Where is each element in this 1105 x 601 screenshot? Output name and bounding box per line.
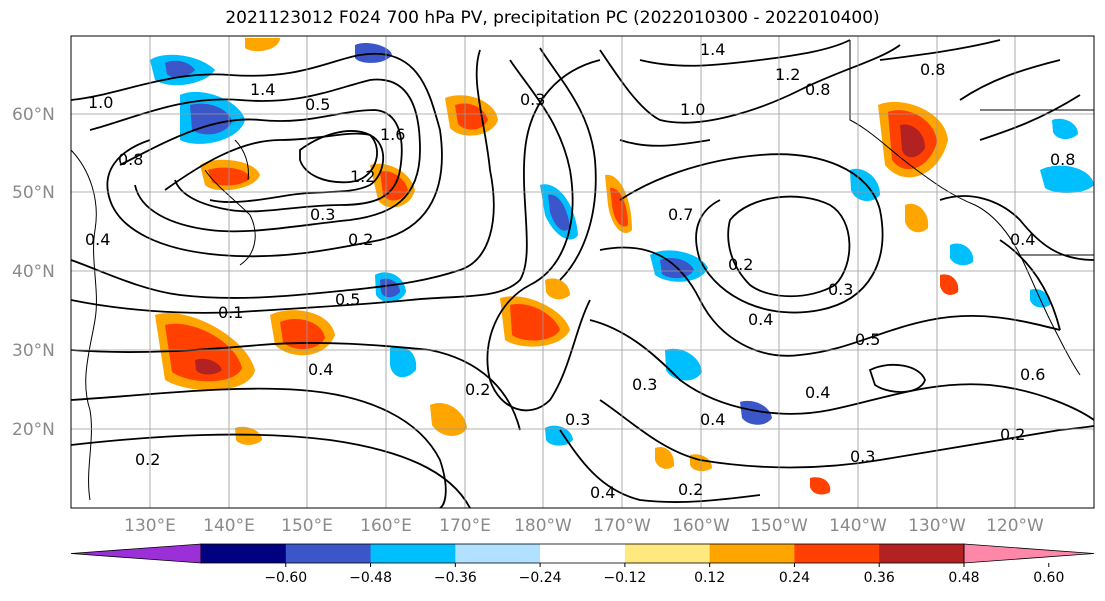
contour-label: 0.8 xyxy=(1050,150,1075,169)
colorbar-tick-label: −0.24 xyxy=(519,570,562,586)
colorbar-tick-label: −0.60 xyxy=(264,570,307,586)
colorbar-segment xyxy=(540,544,626,563)
colorbar-tick-label: 0.24 xyxy=(779,570,810,586)
lon-label: 170°W xyxy=(593,516,651,536)
map-title: 2021123012 F024 700 hPa PV, precipitatio… xyxy=(225,8,880,28)
colorbar-tick-label: −0.36 xyxy=(434,570,477,586)
contour-label: 0.3 xyxy=(632,375,657,394)
contour-label: 0.4 xyxy=(1010,230,1035,249)
contour-label: 0.2 xyxy=(135,450,160,469)
latitude-labels: 60°N 50°N 40°N 30°N 20°N xyxy=(12,105,55,440)
contour-label: 0.5 xyxy=(855,330,880,349)
contour-label: 0.5 xyxy=(305,95,330,114)
contour-label: 0.2 xyxy=(678,480,703,499)
lon-label: 130°E xyxy=(124,516,176,536)
gridlines xyxy=(71,36,1094,508)
contour-label: 1.0 xyxy=(680,100,705,119)
contour-label: 1.4 xyxy=(250,80,275,99)
lon-label: 140°E xyxy=(203,516,255,536)
contour-labels: 1.0 1.4 0.5 0.8 1.2 1.6 0.3 0.2 0.4 0.3 … xyxy=(85,40,1075,502)
contour-label: 1.2 xyxy=(350,167,375,186)
lat-label: 40°N xyxy=(12,262,55,282)
contour-label: 0.4 xyxy=(308,360,333,379)
precipitation-shading xyxy=(150,38,1094,495)
contour-label: 0.4 xyxy=(748,310,773,329)
lat-label: 60°N xyxy=(12,105,55,125)
lon-label: 170°E xyxy=(439,516,491,536)
contour-label: 0.7 xyxy=(668,205,693,224)
lat-label: 20°N xyxy=(12,420,55,440)
contour-label: 0.8 xyxy=(805,80,830,99)
contour-label: 0.2 xyxy=(728,255,753,274)
contour-label: 0.4 xyxy=(805,383,830,402)
contour-label: 0.8 xyxy=(118,150,143,169)
contour-label: 0.4 xyxy=(590,483,615,502)
lon-label: 160°E xyxy=(360,516,412,536)
colorbar-tick-label: 0.12 xyxy=(694,570,725,586)
contour-label: 1.2 xyxy=(775,65,800,84)
pv-contours xyxy=(71,39,1094,508)
colorbar-segment xyxy=(709,544,795,563)
colorbar-tick-label: 0.60 xyxy=(1033,570,1064,586)
colorbar-tick-label: −0.48 xyxy=(349,570,392,586)
contour-label: 0.4 xyxy=(85,230,110,249)
contour-label: 0.3 xyxy=(565,410,590,429)
colorbar-segment xyxy=(285,544,372,563)
colorbar-segment xyxy=(624,544,711,563)
contour-label: 0.1 xyxy=(218,303,243,322)
contour-label: 0.3 xyxy=(520,90,545,109)
colorbar-extend-high xyxy=(963,543,1095,564)
lon-label: 180°W xyxy=(514,516,572,536)
longitude-labels: 130°E 140°E 150°E 160°E 170°E 180°W 170°… xyxy=(124,516,1044,536)
lon-label: 150°E xyxy=(281,516,333,536)
contour-label: 0.5 xyxy=(335,290,360,309)
contour-label: 0.3 xyxy=(828,280,853,299)
contour-label: 0.2 xyxy=(1000,425,1025,444)
contour-label: 0.3 xyxy=(310,205,335,224)
contour-label: 0.8 xyxy=(920,60,945,79)
colorbar-tick-label: 0.48 xyxy=(948,570,979,586)
contour-label: 1.4 xyxy=(700,40,725,59)
map-border xyxy=(70,35,1095,509)
colorbar-segment xyxy=(201,544,287,563)
colorbar-tick-label: −0.12 xyxy=(603,570,646,586)
contour-label: 0.4 xyxy=(700,410,725,429)
colorbar-segment xyxy=(370,544,456,563)
lat-label: 30°N xyxy=(12,341,55,361)
contour-label: 0.6 xyxy=(1020,365,1045,384)
lon-label: 150°W xyxy=(750,516,808,536)
contour-label: 1.6 xyxy=(380,125,405,144)
contour-label: 0.2 xyxy=(348,230,373,249)
contour-label: 0.2 xyxy=(465,380,490,399)
lon-label: 120°W xyxy=(986,516,1044,536)
lon-label: 130°W xyxy=(908,516,966,536)
contour-label: 0.3 xyxy=(850,447,875,466)
colorbar-segment xyxy=(794,544,880,563)
colorbar-segment xyxy=(455,544,541,563)
contour-label: 1.0 xyxy=(88,93,113,112)
coastlines xyxy=(71,40,1094,501)
lon-label: 160°W xyxy=(672,516,730,536)
colorbar: −0.60 −0.48 −0.36 −0.24 −0.12 0.12 0.24 0.36 0.4… xyxy=(70,543,1095,586)
colorbar-segment xyxy=(879,544,965,563)
colorbar-tick-label: 0.36 xyxy=(864,570,895,586)
lon-label: 140°W xyxy=(829,516,887,536)
colorbar-extend-low xyxy=(70,543,202,564)
lat-label: 50°N xyxy=(12,183,55,203)
